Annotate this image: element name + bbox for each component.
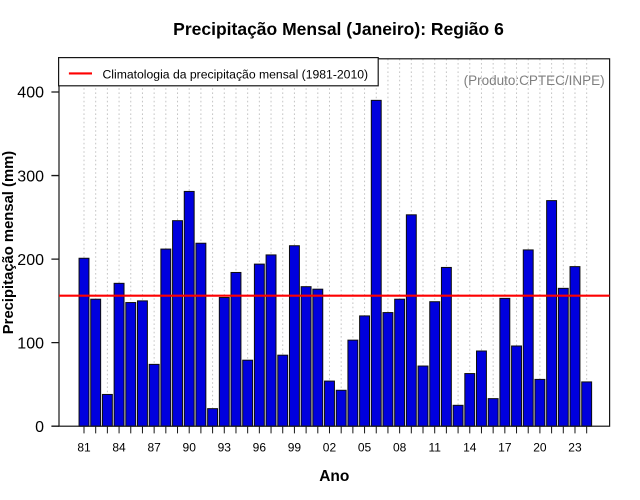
svg-text:05: 05: [358, 441, 372, 455]
svg-text:Precipitação Mensal (Janeiro):: Precipitação Mensal (Janeiro): Região 6: [173, 19, 504, 39]
svg-text:93: 93: [218, 441, 232, 455]
svg-text:11: 11: [428, 441, 441, 455]
svg-text:400: 400: [17, 85, 44, 102]
svg-text:23: 23: [568, 441, 582, 455]
svg-text:200: 200: [17, 252, 44, 269]
svg-text:14: 14: [463, 441, 477, 455]
svg-text:Precipitação mensal (mm): Precipitação mensal (mm): [1, 151, 17, 334]
svg-text:Climatologia da precipitação m: Climatologia da precipitação mensal (198…: [103, 67, 369, 81]
svg-text:20: 20: [533, 441, 547, 455]
svg-text:87: 87: [147, 441, 161, 455]
svg-text:(Produto:CPTEC/INPE): (Produto:CPTEC/INPE): [464, 73, 605, 88]
svg-text:300: 300: [17, 168, 44, 185]
svg-text:90: 90: [183, 441, 197, 455]
svg-text:100: 100: [17, 335, 44, 352]
svg-text:96: 96: [253, 441, 267, 455]
svg-text:02: 02: [323, 441, 337, 455]
svg-text:0: 0: [35, 419, 44, 436]
svg-text:Ano: Ano: [319, 468, 349, 485]
svg-text:81: 81: [77, 441, 91, 455]
svg-text:17: 17: [498, 441, 512, 455]
svg-text:08: 08: [393, 441, 407, 455]
svg-text:84: 84: [112, 441, 126, 455]
svg-text:99: 99: [288, 441, 302, 455]
